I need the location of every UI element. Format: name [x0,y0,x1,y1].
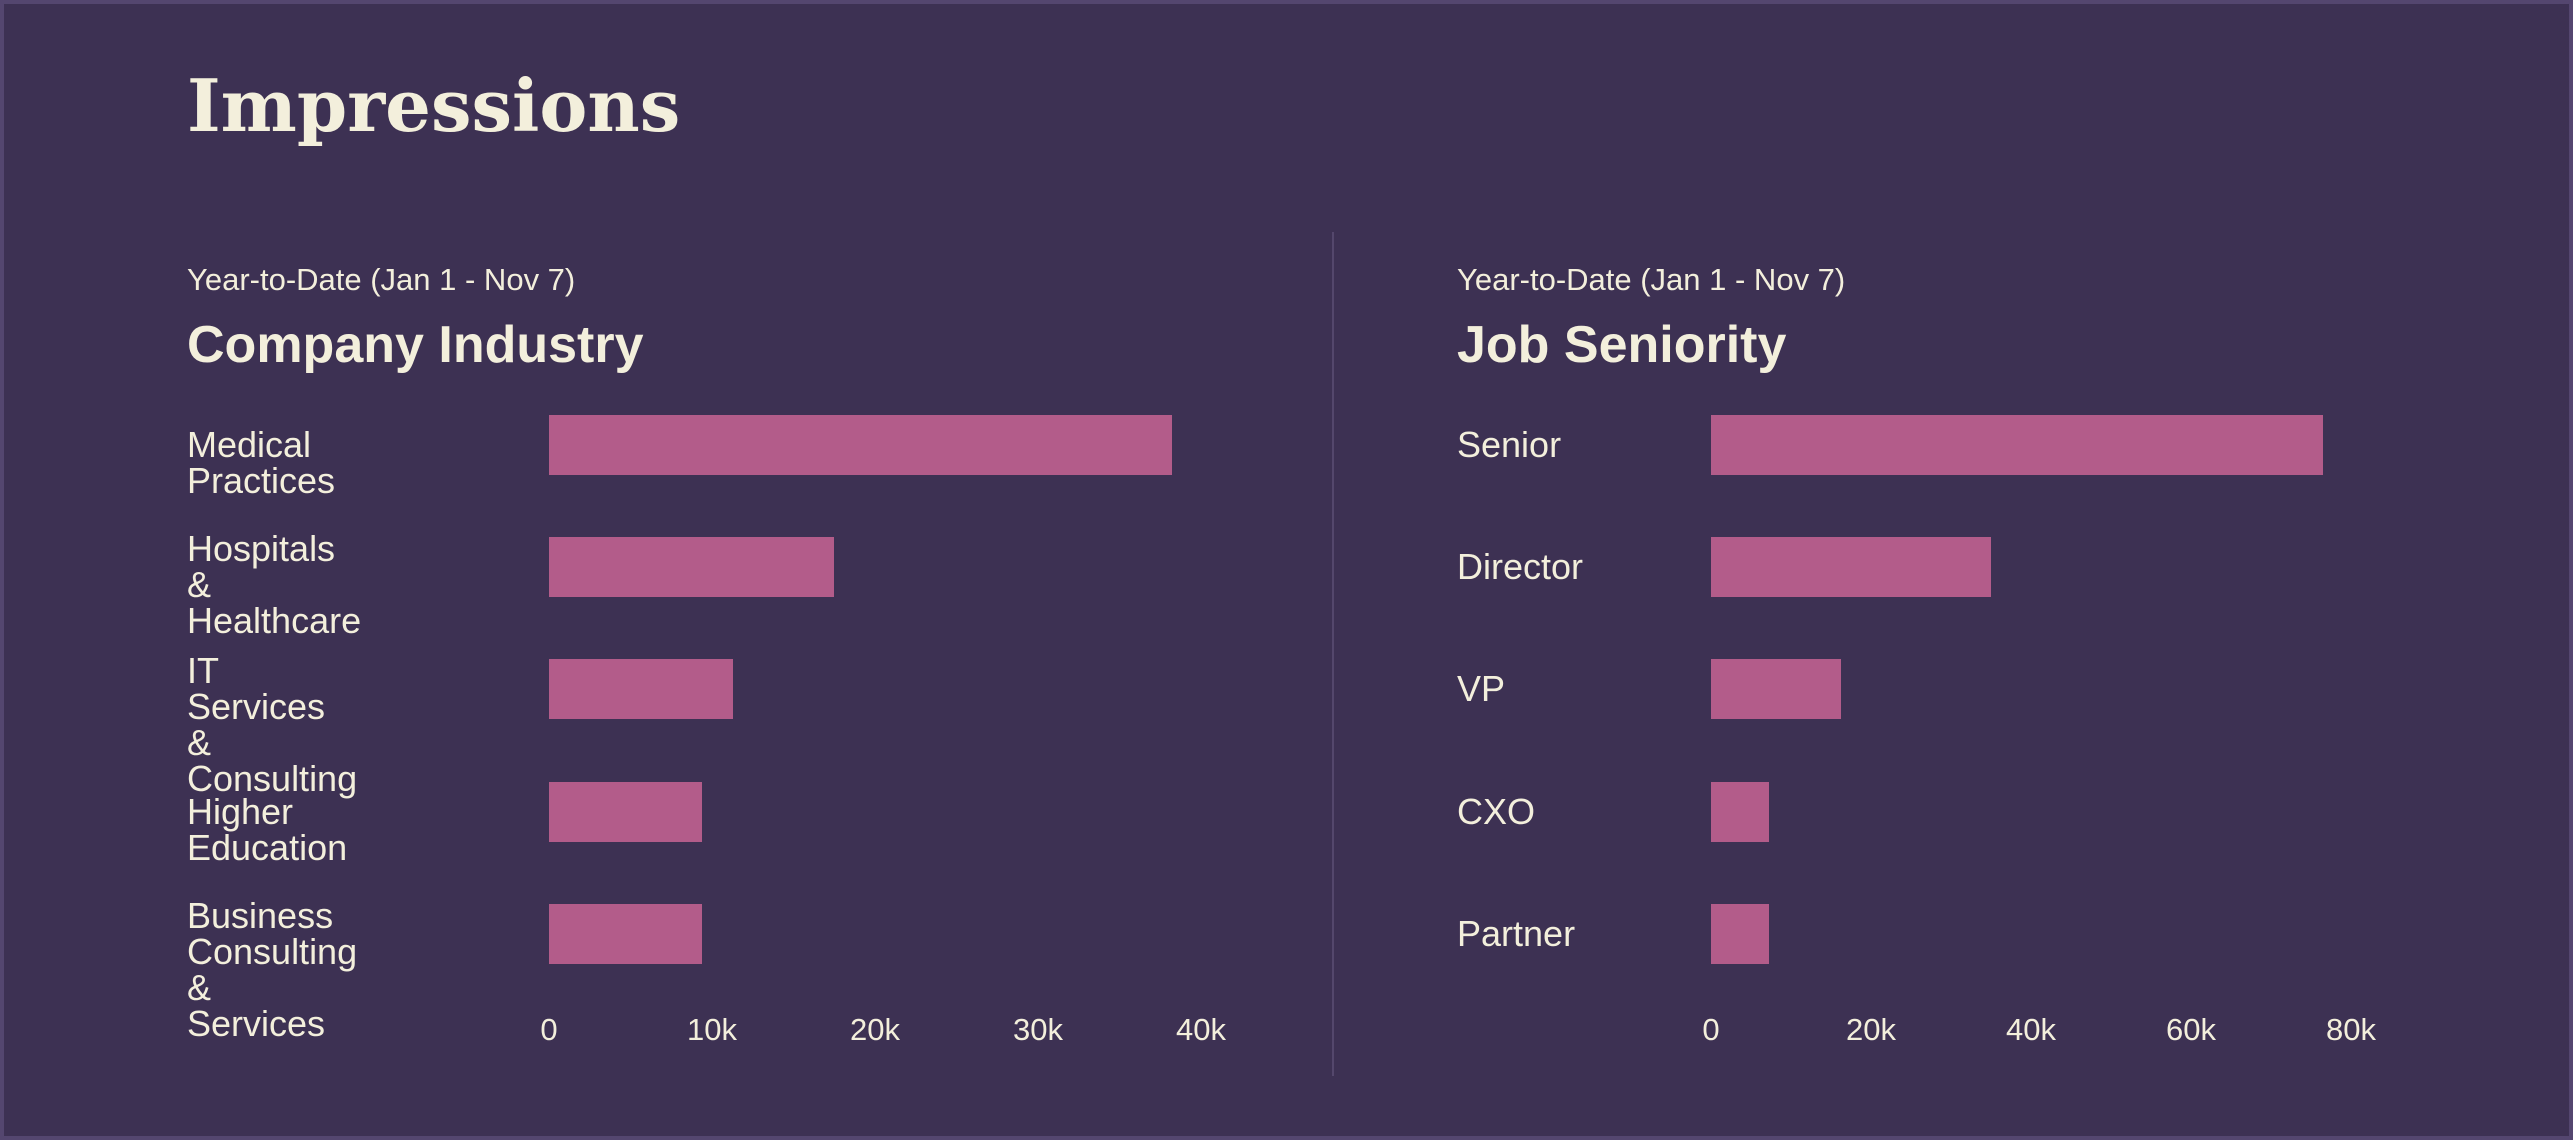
bar [549,537,835,597]
x-tick-label: 20k [1846,1012,1896,1047]
panel-title: Job Seniority [1457,316,1787,374]
bar [549,659,734,719]
category-label: Hospitals & Healthcare [187,528,362,641]
bar [1711,904,1769,964]
x-tick-label: 10k [687,1012,737,1047]
bar [1711,782,1769,842]
panel-subtitle: Year-to-Date (Jan 1 - Nov 7) [187,262,576,297]
category-label: IT Services & Consulting [187,650,358,799]
category-label: VP [1457,668,1506,709]
x-tick-label: 80k [2326,1012,2376,1047]
x-tick-label: 40k [2006,1012,2056,1047]
x-tick-label: 40k [1176,1012,1226,1047]
category-label: Higher Education [187,791,348,868]
bar [1711,659,1841,719]
category-label: Business Consulting & Services [187,895,358,1044]
category-label: Medical Practices [187,424,336,501]
bar [549,782,703,842]
x-tick-label: 30k [1013,1012,1063,1047]
bar [549,415,1172,475]
x-tick-label: 60k [2166,1012,2216,1047]
bar [1711,415,2323,475]
panel-divider [1332,232,1334,1076]
x-tick-label: 0 [1702,1012,1720,1047]
panel-title: Company Industry [187,316,644,374]
category-label: Partner [1457,913,1576,954]
category-label: Director [1457,546,1584,587]
x-tick-label: 0 [540,1012,558,1047]
category-label: CXO [1457,791,1536,832]
x-tick-label: 20k [850,1012,900,1047]
panel-subtitle: Year-to-Date (Jan 1 - Nov 7) [1457,262,1846,297]
bar [549,904,703,964]
category-label: Senior [1457,424,1562,465]
bar [1711,537,1991,597]
page-title: Impressions [187,63,681,148]
